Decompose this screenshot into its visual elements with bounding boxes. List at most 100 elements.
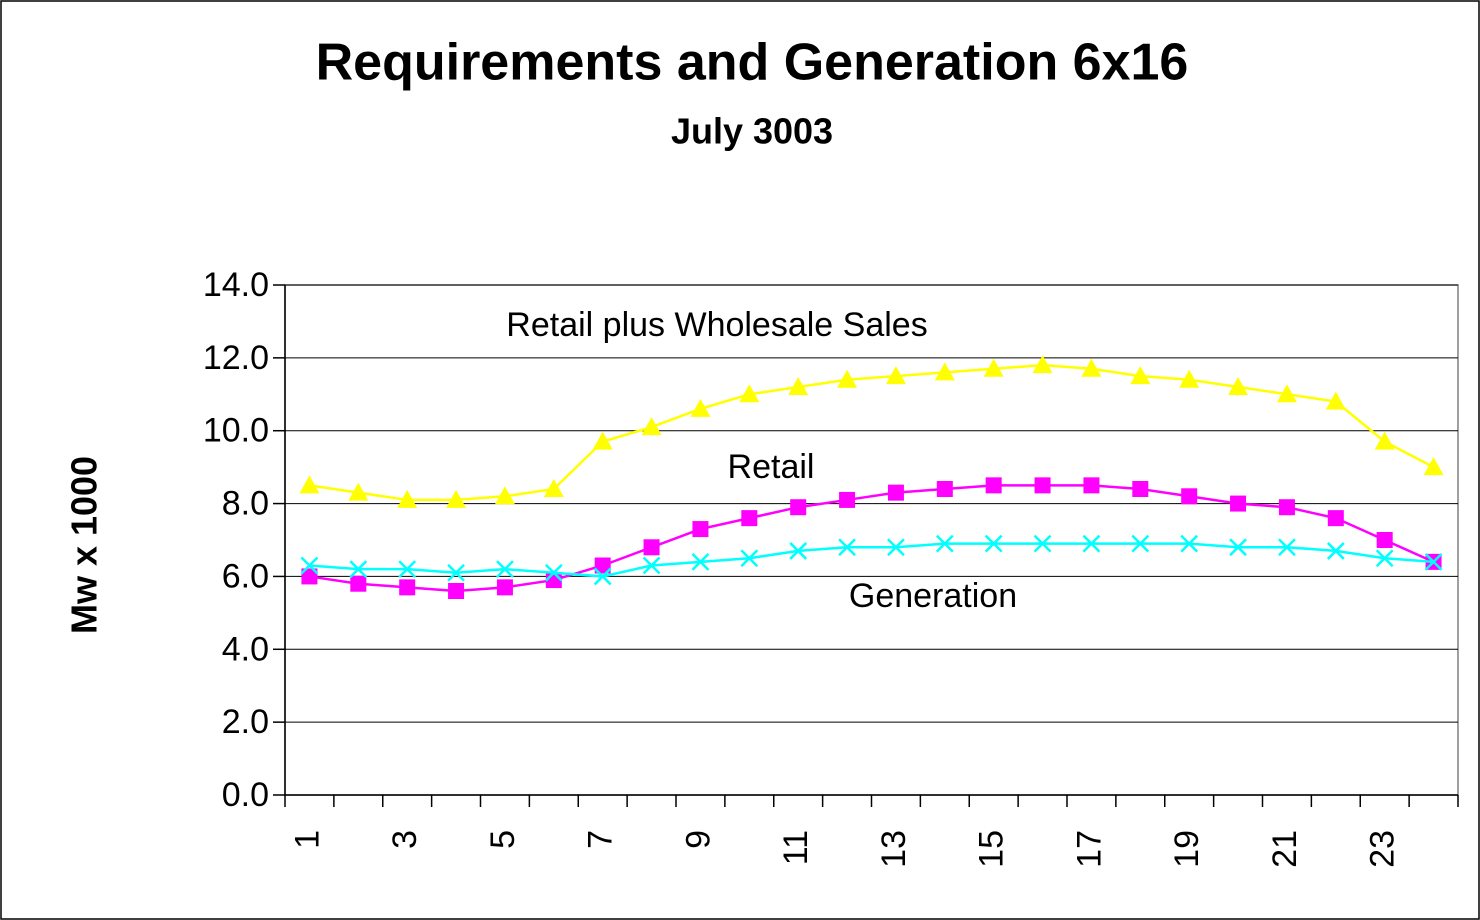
chart-title: Requirements and Generation 6x16 [316, 34, 1189, 92]
plot-area [284, 284, 1459, 796]
marker [448, 583, 465, 599]
x-tick-label: 13 [875, 830, 913, 868]
marker [399, 579, 416, 596]
marker [1132, 481, 1149, 497]
marker [739, 384, 760, 403]
marker [494, 486, 515, 505]
marker [1326, 542, 1345, 560]
marker [446, 489, 467, 508]
marker [397, 489, 418, 508]
marker [496, 560, 514, 579]
series-line [309, 542, 1434, 578]
x-tick-label: 7 [582, 830, 620, 849]
marker [544, 563, 563, 582]
marker [690, 398, 711, 417]
marker [642, 556, 661, 575]
marker [983, 358, 1004, 377]
x-tick-label: 3 [386, 830, 424, 849]
x-tick-label: 11 [777, 830, 815, 865]
marker [496, 579, 513, 596]
marker [349, 560, 368, 579]
marker [1032, 355, 1053, 374]
marker [1375, 549, 1394, 568]
marker [299, 475, 320, 494]
series-label: Generation [849, 577, 1017, 615]
marker [1374, 431, 1395, 450]
marker [839, 491, 856, 508]
marker [1179, 369, 1200, 388]
marker [348, 482, 369, 501]
marker [350, 575, 367, 592]
marker [1327, 510, 1344, 527]
x-tick-label: 21 [1266, 830, 1304, 868]
marker [1229, 538, 1247, 557]
y-tick-label: 4.0 [222, 630, 269, 668]
marker [643, 539, 660, 556]
marker [398, 560, 417, 579]
marker [1081, 358, 1102, 377]
marker [837, 369, 858, 388]
marker [447, 563, 465, 582]
x-tick-label: 5 [484, 830, 522, 849]
y-tick-label: 14.0 [203, 266, 269, 304]
marker [1423, 457, 1444, 476]
series-line [309, 484, 1435, 593]
marker [692, 521, 709, 538]
marker [1325, 391, 1346, 410]
marker [1083, 477, 1100, 494]
marker [1278, 538, 1296, 557]
marker [985, 477, 1002, 494]
series-label: Retail plus Wholesale Sales [506, 306, 927, 344]
marker [543, 479, 564, 497]
marker [1424, 552, 1443, 571]
marker [740, 549, 759, 568]
x-tick-label: 23 [1364, 830, 1402, 868]
y-tick-label: 10.0 [203, 412, 269, 450]
marker [790, 499, 807, 516]
marker [1278, 499, 1295, 516]
marker [641, 417, 662, 436]
y-tick-label: 8.0 [222, 485, 269, 523]
x-tick-label: 9 [679, 830, 717, 849]
marker [838, 538, 856, 557]
y-axis-label: Mw x 1000 [64, 456, 105, 634]
marker [788, 377, 809, 395]
marker [1082, 534, 1101, 553]
marker [1228, 377, 1249, 395]
y-tick-label: 6.0 [222, 557, 269, 595]
marker [1376, 532, 1393, 548]
marker [1180, 534, 1199, 553]
marker [936, 481, 953, 497]
marker [935, 534, 954, 553]
marker [885, 366, 906, 385]
marker [1181, 488, 1198, 505]
marker [594, 557, 611, 574]
x-tick-label: 15 [973, 830, 1011, 868]
marker [593, 567, 612, 586]
series-label: Retail [728, 448, 815, 486]
marker [934, 362, 955, 381]
marker [887, 484, 904, 501]
y-tick-label: 0.0 [222, 776, 269, 814]
y-tick-label: 12.0 [203, 339, 269, 377]
marker [691, 552, 710, 571]
x-tick-label: 19 [1168, 830, 1206, 868]
series-line [309, 363, 1435, 502]
marker [887, 538, 905, 557]
y-tick-label: 2.0 [222, 703, 269, 741]
x-tick-label: 17 [1070, 830, 1108, 868]
marker [300, 556, 319, 575]
marker [1230, 495, 1247, 512]
x-tick-label: 1 [288, 830, 326, 849]
chart-subtitle: July 3003 [671, 111, 833, 152]
marker [984, 534, 1003, 553]
marker [1033, 534, 1052, 553]
marker [592, 431, 613, 450]
marker [1131, 534, 1150, 553]
marker [1130, 366, 1151, 385]
marker [1276, 384, 1297, 403]
marker [1034, 477, 1051, 494]
marker [789, 542, 808, 560]
